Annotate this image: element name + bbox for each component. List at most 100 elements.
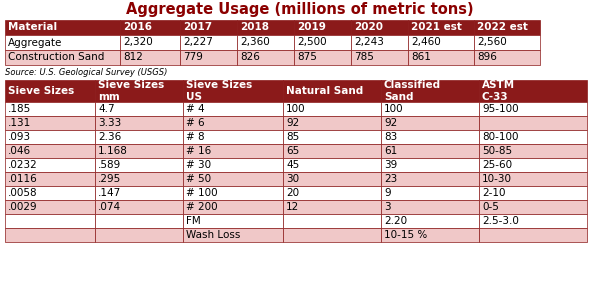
Bar (5, 186, 95, 200)
Text: 2.36: 2.36 (98, 132, 121, 142)
Text: 100: 100 (286, 104, 305, 114)
Bar (381, 80, 479, 102)
Bar (120, 35, 180, 50)
Bar (294, 50, 351, 65)
Bar (5, 200, 95, 214)
Bar (479, 116, 587, 130)
Bar (180, 50, 237, 65)
Bar (180, 35, 237, 50)
Bar (381, 228, 479, 242)
Bar (183, 228, 283, 242)
Text: Wash Loss: Wash Loss (186, 230, 241, 240)
Text: 100: 100 (384, 104, 404, 114)
Text: 1.168: 1.168 (98, 146, 128, 156)
Bar (351, 20, 408, 35)
Bar (183, 214, 283, 228)
Text: 0-5: 0-5 (482, 202, 499, 212)
Bar (294, 20, 351, 35)
Bar (5, 130, 95, 144)
Text: 83: 83 (384, 132, 397, 142)
Bar (381, 214, 479, 228)
Bar (95, 80, 183, 102)
Text: 92: 92 (384, 118, 397, 128)
Text: Sieve Sizes
US: Sieve Sizes US (186, 80, 252, 102)
Text: # 200: # 200 (186, 202, 218, 212)
Text: 95-100: 95-100 (482, 104, 518, 114)
Bar (237, 35, 294, 50)
Text: 2,500: 2,500 (297, 37, 326, 47)
Bar (95, 200, 183, 214)
Text: # 30: # 30 (186, 160, 211, 170)
Bar (408, 50, 474, 65)
Text: Natural Sand: Natural Sand (286, 86, 363, 96)
Bar (474, 35, 540, 50)
Text: 2016: 2016 (123, 22, 152, 32)
Bar (381, 186, 479, 200)
Text: 2.20: 2.20 (384, 216, 407, 226)
Text: Aggregate Usage (millions of metric tons): Aggregate Usage (millions of metric tons… (126, 2, 474, 17)
Bar (183, 102, 283, 116)
Bar (5, 20, 120, 35)
Text: 2,243: 2,243 (354, 37, 384, 47)
Bar (479, 130, 587, 144)
Text: .0058: .0058 (8, 188, 38, 198)
Bar (5, 214, 95, 228)
Text: Classified
Sand: Classified Sand (384, 80, 441, 102)
Bar (95, 214, 183, 228)
Bar (381, 172, 479, 186)
Text: 9: 9 (384, 188, 391, 198)
Text: 23: 23 (384, 174, 397, 184)
Text: 2.5-3.0: 2.5-3.0 (482, 216, 519, 226)
Text: Sieve Sizes
mm: Sieve Sizes mm (98, 80, 164, 102)
Bar (183, 80, 283, 102)
Text: Sieve Sizes: Sieve Sizes (8, 86, 74, 96)
Text: 2-10: 2-10 (482, 188, 505, 198)
Bar (95, 158, 183, 172)
Text: 2022 est: 2022 est (477, 22, 528, 32)
Bar (183, 116, 283, 130)
Text: 812: 812 (123, 53, 143, 62)
Bar (283, 228, 381, 242)
Text: .093: .093 (8, 132, 31, 142)
Bar (479, 80, 587, 102)
Text: # 16: # 16 (186, 146, 211, 156)
Text: 10-30: 10-30 (482, 174, 512, 184)
Text: ASTM
C-33: ASTM C-33 (482, 80, 515, 102)
Bar (283, 200, 381, 214)
Bar (183, 172, 283, 186)
Bar (408, 20, 474, 35)
Bar (381, 200, 479, 214)
Text: 875: 875 (297, 53, 317, 62)
Text: .185: .185 (8, 104, 31, 114)
Bar (479, 228, 587, 242)
Text: 20: 20 (286, 188, 299, 198)
Bar (283, 130, 381, 144)
Bar (283, 144, 381, 158)
Bar (474, 50, 540, 65)
Bar (183, 130, 283, 144)
Bar (381, 116, 479, 130)
Text: Aggregate: Aggregate (8, 37, 62, 47)
Bar (5, 144, 95, 158)
Text: 45: 45 (286, 160, 299, 170)
Text: 2020: 2020 (354, 22, 383, 32)
Text: 12: 12 (286, 202, 299, 212)
Bar (381, 102, 479, 116)
Bar (183, 186, 283, 200)
Bar (283, 158, 381, 172)
Text: 39: 39 (384, 160, 397, 170)
Text: # 6: # 6 (186, 118, 205, 128)
Bar (294, 35, 351, 50)
Text: .131: .131 (8, 118, 31, 128)
Text: # 8: # 8 (186, 132, 205, 142)
Text: Construction Sand: Construction Sand (8, 53, 104, 62)
Text: 2018: 2018 (240, 22, 269, 32)
Bar (5, 50, 120, 65)
Bar (183, 200, 283, 214)
Bar (283, 116, 381, 130)
Text: 30: 30 (286, 174, 299, 184)
Bar (5, 80, 95, 102)
Bar (183, 144, 283, 158)
Text: 2017: 2017 (183, 22, 212, 32)
Bar (95, 172, 183, 186)
